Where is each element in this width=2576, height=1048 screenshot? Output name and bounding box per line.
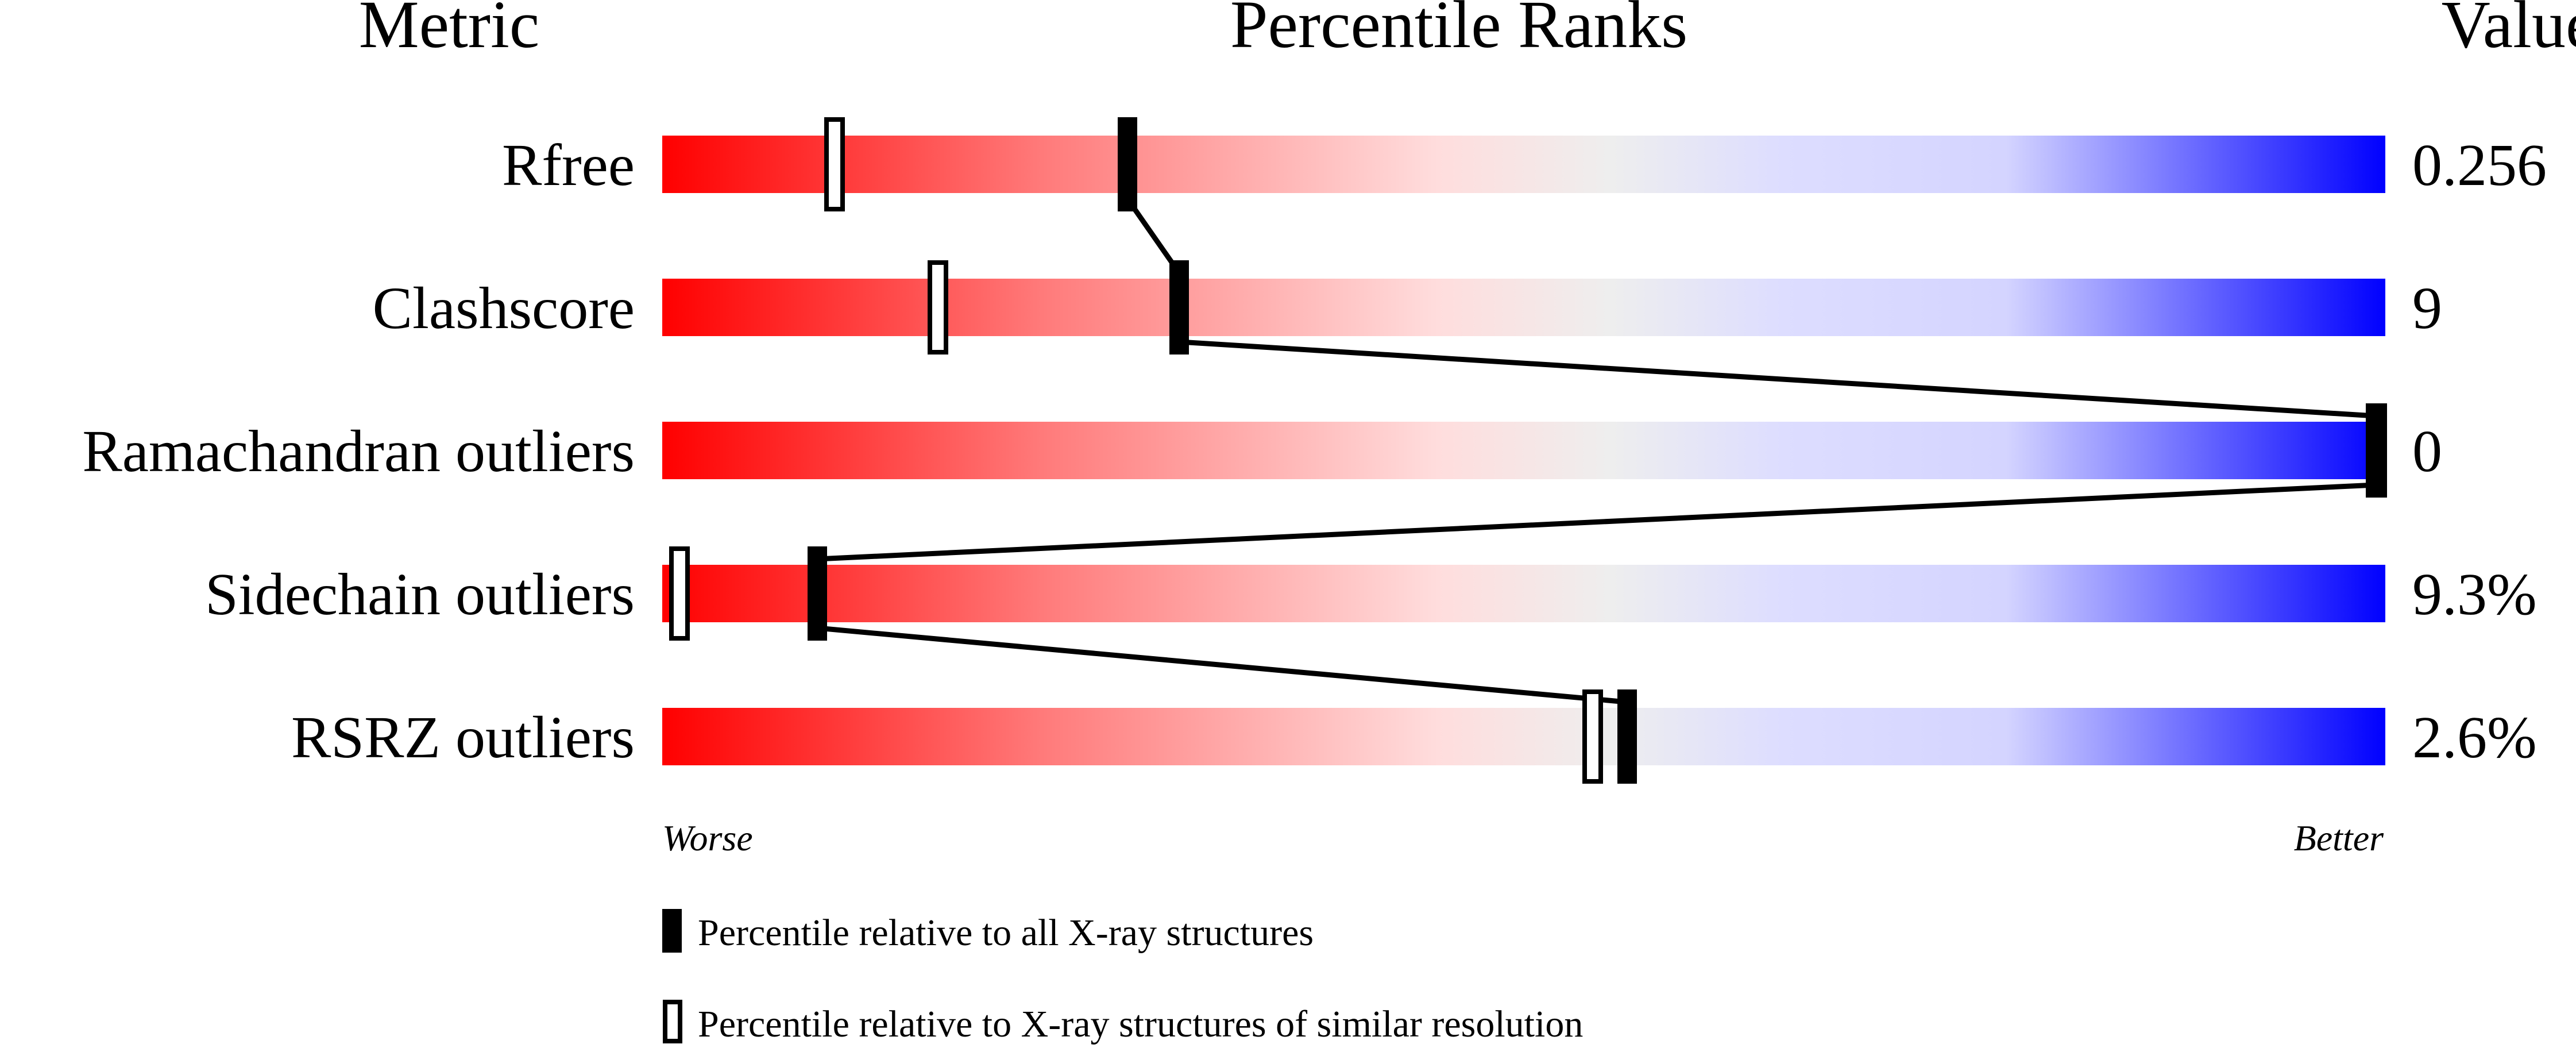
- legend-filled-marker: [662, 909, 682, 953]
- metric-label: Rfree: [502, 132, 635, 198]
- marker-all-structures: [1169, 260, 1189, 355]
- connector-line: [817, 482, 2376, 562]
- marker-similar-resolution: [1582, 689, 1603, 784]
- marker-similar-resolution: [824, 117, 845, 211]
- legend-label-similar: Percentile relative to X-ray structures …: [698, 1003, 1583, 1045]
- percentile-bar: [662, 708, 2385, 765]
- percentile-bar: [662, 565, 2385, 622]
- metric-value: 0.256: [2412, 132, 2547, 198]
- marker-similar-resolution: [928, 260, 948, 355]
- metric-value: 2.6%: [2412, 704, 2537, 770]
- metric-value: 0: [2412, 418, 2442, 484]
- marker-all-structures: [808, 546, 827, 641]
- legend-open-marker: [663, 1000, 682, 1043]
- marker-all-structures: [2366, 403, 2385, 498]
- marker-all-structures: [1617, 689, 1637, 784]
- header-metric: Metric: [359, 0, 540, 62]
- axis-label-better: Better: [2294, 818, 2384, 858]
- percentile-bar: [662, 136, 2385, 193]
- metric-label: Clashscore: [373, 275, 635, 341]
- connector-line: [1179, 339, 2376, 419]
- connector-line: [817, 625, 1628, 705]
- header-percentile-ranks: Percentile Ranks: [1230, 0, 1687, 62]
- percentile-bar: [662, 422, 2385, 479]
- legend: Percentile relative to all X-ray structu…: [662, 909, 1583, 1045]
- metric-label: Ramachandran outliers: [82, 418, 635, 484]
- marker-all-structures: [1118, 117, 1137, 211]
- metric-label: Sidechain outliers: [205, 561, 635, 627]
- metric-value: 9: [2412, 275, 2442, 341]
- marker-similar-resolution: [669, 546, 690, 641]
- axis-label-worse: Worse: [662, 818, 753, 858]
- legend-label-all: Percentile relative to all X-ray structu…: [698, 912, 1314, 954]
- percentile-bar: [662, 279, 2385, 336]
- metric-label: RSRZ outliers: [291, 704, 635, 770]
- header-value: Value: [2442, 0, 2576, 62]
- metric-value: 9.3%: [2412, 561, 2537, 627]
